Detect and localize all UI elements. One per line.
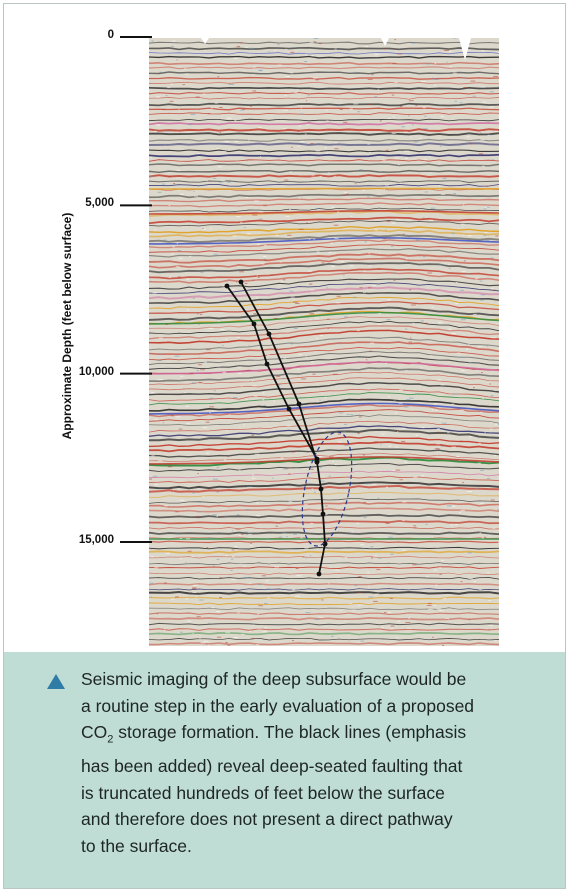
- depth-tick-label: 0: [107, 29, 114, 41]
- fault-point: [266, 331, 272, 337]
- fault-point: [251, 321, 257, 327]
- fault-point: [314, 459, 320, 465]
- figure-frame: Approximate Depth (feet below surface) 0…: [3, 3, 566, 889]
- fault-line: [318, 543, 326, 575]
- highlighted-horizon: [149, 456, 499, 465]
- fault-point: [296, 401, 302, 407]
- highlighted-horizon: [149, 210, 499, 215]
- fault-point: [224, 283, 230, 289]
- caption-box: Seismic imaging of the deep subsurface w…: [4, 652, 565, 888]
- fault-point: [238, 279, 244, 285]
- fault-point: [318, 486, 324, 492]
- caption-line: and therefore does not present a direct …: [81, 809, 453, 829]
- highlighted-horizon: [149, 311, 499, 325]
- fault-point: [264, 361, 270, 367]
- fault-point: [286, 406, 292, 412]
- caption-line: CO2 storage formation. The black lines (…: [81, 722, 467, 746]
- seismic-reflectors: [149, 41, 499, 646]
- highlighted-horizon: [149, 187, 499, 190]
- fault-point: [320, 511, 326, 517]
- depth-tick-label: 10,000: [78, 365, 114, 378]
- highlighted-horizon: [149, 402, 499, 415]
- highlighted-horizon: [149, 361, 499, 375]
- caption-line: to the surface.: [81, 835, 192, 856]
- caption-text: Seismic imaging of the deep subsurface w…: [81, 666, 551, 859]
- highlighted-horizon: [149, 236, 499, 245]
- fault-point: [316, 571, 322, 577]
- triangle-bullet-icon: [47, 674, 65, 689]
- seismic-noise: [149, 34, 499, 646]
- seismic-section-image: [149, 34, 499, 646]
- caption-line: has been added) reveal deep-seated fault…: [81, 756, 463, 776]
- fault-zone-outline: [301, 431, 353, 547]
- caption-line: a routine step in the early evaluation o…: [81, 695, 475, 716]
- depth-tick-label: 15,000: [78, 534, 114, 546]
- surface-edge: [149, 34, 499, 60]
- depth-tick-label: 5,000: [85, 197, 114, 210]
- caption-line: is truncated hundreds of feet below the …: [81, 782, 445, 803]
- depth-ticks: [120, 36, 152, 543]
- fault-line: [316, 461, 326, 545]
- fault-line: [240, 281, 318, 463]
- seismic-figure: Approximate Depth (feet below surface) 0…: [4, 4, 565, 652]
- caption-line: Seismic imaging of the deep subsurface w…: [81, 669, 467, 689]
